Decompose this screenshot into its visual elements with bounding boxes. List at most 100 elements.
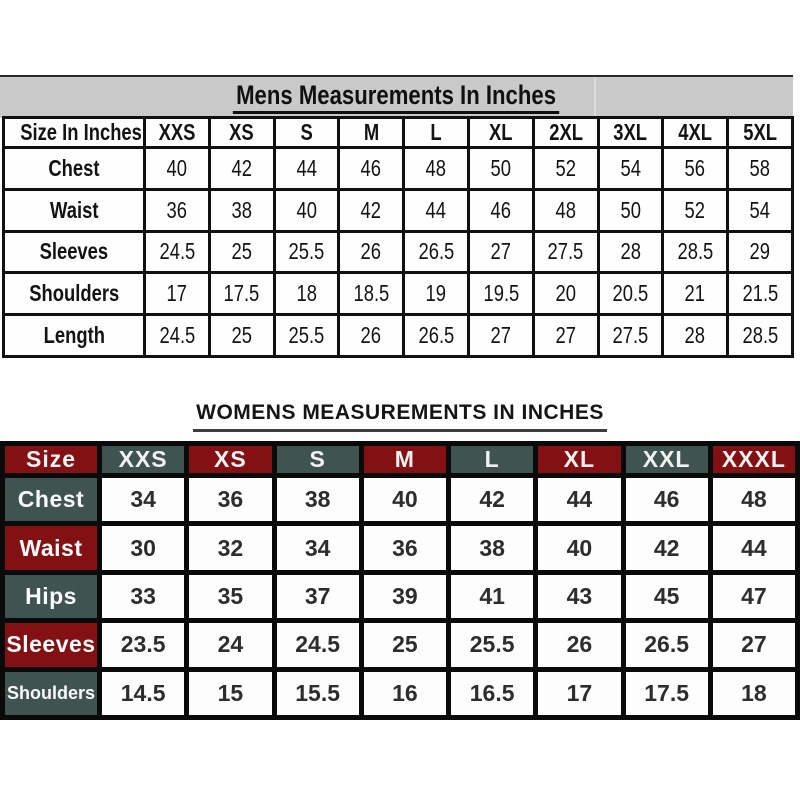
column-header: 2XL (531, 116, 600, 149)
measurement-value: 46 (337, 146, 406, 191)
measurement-value: 27 (531, 313, 600, 358)
column-header: L (402, 116, 470, 149)
column-header: L (445, 441, 539, 478)
measurement-value: 20.5 (596, 271, 665, 317)
measurement-value: 20 (531, 271, 600, 317)
measurement-value: 54 (596, 146, 665, 191)
measurement-value: 18 (272, 271, 341, 317)
measurement-value: 40 (533, 521, 626, 575)
measurement-value: 26 (533, 618, 626, 672)
measurement-value: 27 (707, 618, 800, 672)
column-header: M (358, 441, 452, 478)
measurement-value: 54 (726, 187, 794, 233)
column-header: M (337, 116, 406, 149)
row-label: Waist (2, 187, 146, 233)
measurement-value: 46 (620, 472, 713, 527)
row-label: Hips (0, 569, 102, 624)
measurement-value: 36 (143, 187, 211, 233)
measurement-value: 43 (533, 569, 626, 624)
measurement-value: 18.5 (337, 271, 406, 317)
measurement-row: Chest 34 36 38 40 42 44 46 48 (0, 472, 800, 527)
measurement-value: 17.5 (207, 271, 276, 317)
column-header: XXXL (707, 441, 800, 478)
measurement-value: 42 (337, 187, 406, 233)
measurement-value: 48 (531, 187, 600, 233)
measurement-value: 16 (358, 666, 452, 721)
measurement-value: 34 (96, 472, 190, 527)
measurement-value: 19 (402, 271, 470, 317)
measurement-value: 50 (596, 187, 665, 233)
measurement-value: 25.5 (272, 229, 341, 275)
measurement-value: 28.5 (726, 313, 794, 358)
row-label: Sleeves (0, 618, 102, 672)
measurement-value: 58 (726, 146, 794, 191)
measurement-row: Sleeves 23.5 24 24.5 25 25.5 26 26.5 27 (0, 618, 800, 672)
measurement-row: Waist 36 38 40 42 44 46 48 50 52 54 (2, 187, 794, 233)
measurement-value: 25 (207, 229, 276, 275)
measurement-row: Hips 33 35 37 39 41 43 45 47 (0, 569, 800, 624)
measurement-value: 25 (207, 313, 276, 358)
measurement-value: 45 (620, 569, 713, 624)
column-header: XL (466, 116, 535, 149)
measurement-value: 18 (707, 666, 800, 721)
measurement-value: 32 (184, 521, 277, 575)
measurement-value: 30 (96, 521, 190, 575)
measurement-value: 15 (184, 666, 277, 721)
measurement-value: 33 (96, 569, 190, 624)
column-header: XXS (143, 116, 211, 149)
column-header: S (271, 441, 364, 478)
column-header: XS (207, 116, 276, 149)
column-header: Size In Inches (2, 116, 146, 149)
mens-title-band: Mens Measurements In Inches (0, 75, 793, 118)
measurement-value: 19.5 (466, 271, 535, 317)
measurement-value: 38 (445, 521, 539, 575)
measurement-value: 29 (726, 229, 794, 275)
measurement-value: 52 (531, 146, 600, 191)
measurement-value: 36 (358, 521, 452, 575)
measurement-value: 56 (661, 146, 730, 191)
measurement-value: 42 (620, 521, 713, 575)
measurement-value: 44 (707, 521, 800, 575)
measurement-value: 40 (143, 146, 211, 191)
measurement-row: Shoulders 17 17.5 18 18.5 19 19.5 20 20.5 21 21.5 (2, 271, 794, 317)
womens-size-table: Size XXS XS S M L XL XXL XXXL Chest 34 36 38 40 42 44 46… (0, 441, 800, 721)
measurement-value: 16.5 (445, 666, 539, 721)
measurement-value: 44 (533, 472, 626, 527)
measurement-value: 27 (466, 229, 535, 275)
column-header: 5XL (726, 116, 794, 149)
measurement-value: 46 (466, 187, 535, 233)
column-header: XXS (96, 441, 190, 478)
measurement-row: Shoulders 14.5 15 15.5 16 16.5 17 17.5 18 (0, 666, 800, 721)
measurement-value: 37 (271, 569, 364, 624)
womens-title-area: WOMENS MEASUREMENTS IN INCHES (0, 401, 800, 432)
measurement-value: 24.5 (143, 229, 211, 275)
measurement-value: 15.5 (271, 666, 364, 721)
measurement-row: Length 24.5 25 25.5 26 26.5 27 27 27.5 28 28.5 (2, 313, 794, 358)
measurement-value: 27 (466, 313, 535, 358)
column-header: 4XL (661, 116, 730, 149)
measurement-value: 38 (207, 187, 276, 233)
measurement-value: 42 (445, 472, 539, 527)
row-label: Chest (2, 146, 146, 191)
row-label: Sleeves (2, 229, 146, 275)
measurement-value: 21 (661, 271, 730, 317)
measurement-value: 34 (271, 521, 364, 575)
row-label: Length (2, 313, 146, 358)
measurement-value: 21.5 (726, 271, 794, 317)
measurement-value: 42 (207, 146, 276, 191)
measurement-value: 52 (661, 187, 730, 233)
header-row: Size In Inches XXS XS S M L XL 2XL 3XL 4XL 5XL (2, 116, 794, 149)
measurement-value: 28.5 (661, 229, 730, 275)
measurement-value: 26.5 (620, 618, 713, 672)
measurement-value: 24.5 (271, 618, 364, 672)
measurement-value: 27.5 (531, 229, 600, 275)
mens-size-table: Size In Inches XXS XS S M L XL 2XL 3XL 4XL 5XL Ches… (2, 116, 794, 358)
measurement-value: 17 (143, 271, 211, 317)
column-header: S (272, 116, 341, 149)
measurement-value: 44 (272, 146, 341, 191)
measurement-value: 36 (184, 472, 277, 527)
measurement-value: 48 (402, 146, 470, 191)
measurement-value: 25 (358, 618, 452, 672)
measurement-value: 50 (466, 146, 535, 191)
